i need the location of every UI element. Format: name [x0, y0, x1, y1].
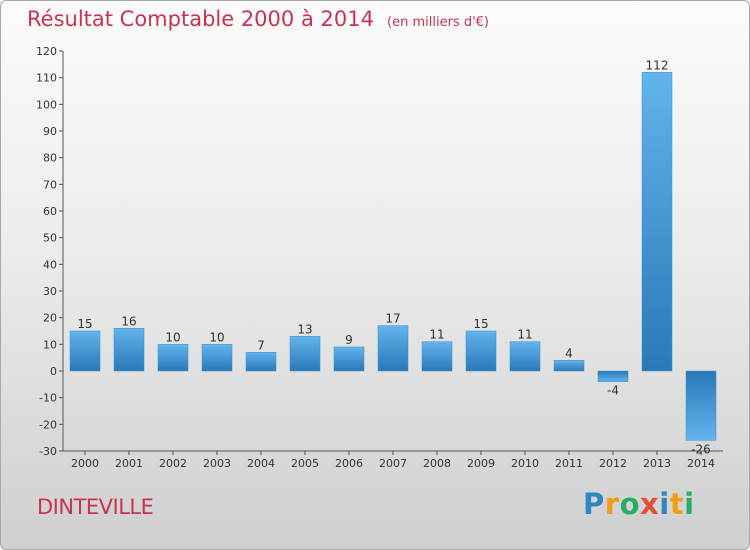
bar: [553, 360, 585, 372]
data-labels: 15 16 10 10 7 13 9 17 11 15 11 4 -4 112 -26: [77, 58, 710, 456]
data-label: 7: [257, 338, 265, 352]
data-label: -26: [691, 442, 711, 456]
bar: [289, 336, 321, 372]
logo-letter: P: [583, 487, 605, 521]
y-tick-label: 10: [43, 338, 57, 351]
logo-letter: o: [619, 487, 641, 521]
y-tick-label: 100: [36, 98, 57, 111]
x-tick-label: 2001: [115, 457, 143, 470]
x-tick-label: 2004: [247, 457, 275, 470]
bar: [69, 330, 101, 372]
bars: [69, 72, 717, 441]
logo-letter: t: [669, 487, 685, 521]
y-tick-label: 120: [36, 45, 57, 58]
x-tick-label: 2007: [379, 457, 407, 470]
axes: -30 -20 -10 0 10 20 30 40 50 60 70 80 90 100 110 120 200…: [36, 45, 723, 470]
x-tick-label: 2008: [423, 457, 451, 470]
x-tick-label: 2005: [291, 457, 319, 470]
x-tick-label: 2002: [159, 457, 187, 470]
bar: [333, 346, 365, 372]
bar: [377, 325, 409, 372]
title-main: Résultat Comptable 2000 à 2014: [27, 7, 374, 31]
data-label: 17: [385, 312, 400, 326]
y-tick-label: -20: [39, 418, 57, 431]
data-label: 112: [646, 58, 669, 72]
bar: [509, 341, 541, 372]
y-tick-label: 20: [43, 312, 57, 325]
x-tick-label: 2014: [687, 457, 715, 470]
bar: [157, 344, 189, 372]
bar: [641, 72, 673, 372]
title-unit: (en milliers d'€): [387, 15, 489, 30]
data-label: 16: [121, 314, 136, 328]
data-label: -4: [607, 384, 619, 398]
x-tick-label: 2011: [555, 457, 583, 470]
y-tick-label: 70: [43, 178, 57, 191]
x-tick-label: 2013: [643, 457, 671, 470]
commune-name: DINTEVILLE: [37, 495, 154, 519]
data-label: 10: [165, 330, 180, 344]
data-label: 11: [517, 328, 532, 342]
bar: [245, 352, 277, 372]
x-tick-label: 2012: [599, 457, 627, 470]
chart-title: Résultat Comptable 2000 à 2014 (en milli…: [27, 7, 489, 31]
data-label: 10: [209, 330, 224, 344]
logo-letter: i: [684, 487, 695, 521]
y-tick-label: 30: [43, 285, 57, 298]
logo-letter: x: [640, 487, 660, 521]
data-label: 11: [429, 328, 444, 342]
bar: [597, 370, 629, 382]
x-tick-label: 2003: [203, 457, 231, 470]
y-tick-label: 80: [43, 152, 57, 165]
bar: [113, 328, 145, 372]
y-tick-label: 0: [50, 365, 57, 378]
data-label: 13: [297, 322, 312, 336]
bar: [465, 330, 497, 372]
y-tick-label: -10: [39, 392, 57, 405]
y-tick-label: 110: [36, 72, 57, 85]
data-label: 4: [565, 346, 573, 360]
x-tick-label: 2010: [511, 457, 539, 470]
proxiti-logo: Proxiti: [583, 487, 695, 521]
bar: [201, 344, 233, 372]
y-tick-label: 40: [43, 258, 57, 271]
data-label: 15: [77, 317, 92, 331]
y-tick-label: 60: [43, 205, 57, 218]
logo-letter: r: [604, 487, 620, 521]
data-label: 9: [345, 333, 353, 347]
bar: [421, 341, 453, 372]
y-tick-label: 90: [43, 125, 57, 138]
x-tick-label: 2000: [71, 457, 99, 470]
data-label: 15: [473, 317, 488, 331]
y-tick-label: 50: [43, 232, 57, 245]
y-tick-label: -30: [39, 445, 57, 458]
logo-letter: i: [659, 487, 670, 521]
bar: [685, 370, 717, 441]
x-tick-label: 2006: [335, 457, 363, 470]
x-tick-label: 2009: [467, 457, 495, 470]
